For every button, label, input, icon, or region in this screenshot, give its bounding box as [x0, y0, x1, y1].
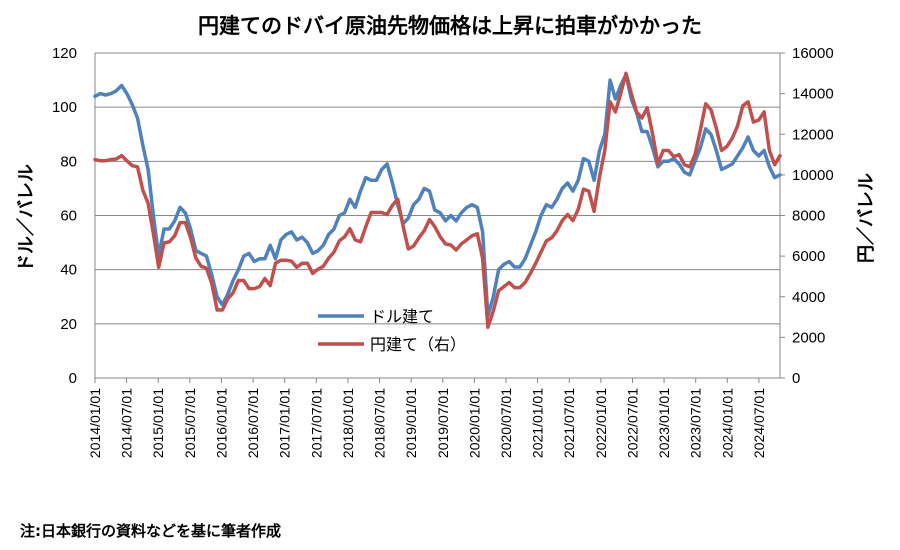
series-line-1 — [93, 72, 782, 318]
x-tick-label: 2020/01/01 — [466, 388, 482, 458]
legend-label-1: ドル建て — [370, 307, 434, 326]
source-note: 注:日本銀行の資料などを基に筆者作成 — [20, 522, 282, 540]
x-tick-label: 2018/07/01 — [372, 388, 388, 458]
y-right-tick-label: 16000 — [792, 45, 834, 62]
x-tick-label: 2014/07/01 — [119, 388, 135, 458]
x-tick-label: 2024/01/01 — [719, 388, 735, 458]
y-right-tick-label: 4000 — [792, 289, 825, 306]
y-left-tick-label: 120 — [52, 45, 77, 62]
x-tick-label: 2015/07/01 — [182, 388, 198, 458]
legend-label-2: 円建て（右） — [370, 335, 466, 354]
y-left-tick-label: 20 — [60, 316, 77, 333]
x-tick-label: 2018/01/01 — [340, 388, 356, 458]
x-tick-label: 2023/07/01 — [688, 388, 704, 458]
x-tick-label: 2023/01/01 — [656, 388, 672, 458]
series-line-2 — [93, 71, 782, 329]
y-right-tick-label: 2000 — [792, 329, 825, 346]
x-tick-label: 2016/01/01 — [213, 388, 229, 458]
series-layer — [93, 71, 782, 329]
chart-title: 円建てのドバイ原油先物価格は上昇に拍車がかかった — [198, 14, 702, 38]
x-tick-label: 2015/01/01 — [150, 388, 166, 458]
y-left-tick-label: 0 — [69, 370, 77, 387]
y-right-tick-label: 0 — [792, 370, 800, 387]
x-tick-label: 2016/07/01 — [245, 388, 261, 458]
y-right-tick-label: 8000 — [792, 208, 825, 225]
y-axis-left-label: ドル／バレル — [16, 164, 37, 272]
x-tick-label: 2020/07/01 — [498, 388, 514, 458]
y-axis-right-label: 円／バレル — [856, 173, 877, 263]
y-left-tick-label: 100 — [52, 99, 77, 116]
y-right-tick-label: 10000 — [792, 167, 834, 184]
axes — [94, 52, 785, 383]
x-tick-label: 2021/01/01 — [530, 388, 546, 458]
x-tick-label: 2019/07/01 — [435, 388, 451, 458]
y-left-tick-label: 40 — [60, 262, 77, 279]
y-left-tick-label: 60 — [60, 208, 77, 225]
x-tick-label: 2017/01/01 — [277, 388, 293, 458]
x-tick-label: 2024/07/01 — [751, 388, 767, 458]
y-right-tick-label: 6000 — [792, 248, 825, 265]
x-tick-label: 2022/01/01 — [593, 388, 609, 458]
x-tick-label: 2017/07/01 — [308, 388, 324, 458]
y-right-tick-label: 14000 — [792, 86, 834, 103]
x-tick-label: 2014/01/01 — [87, 388, 103, 458]
x-tick-label: 2021/07/01 — [561, 388, 577, 458]
x-tick-label: 2019/01/01 — [403, 388, 419, 458]
tick-labels: 0 20 40 60 80 100 120 0 2000 4000 6000 8000 10000 120… — [52, 45, 834, 458]
y-left-tick-label: 80 — [60, 153, 77, 170]
gridlines — [95, 52, 780, 379]
x-tick-label: 2022/07/01 — [624, 388, 640, 458]
dual-axis-line-chart: 0 20 40 60 80 100 120 0 2000 4000 6000 8000 10000 120… — [16, 45, 877, 458]
y-right-tick-label: 12000 — [792, 126, 834, 143]
